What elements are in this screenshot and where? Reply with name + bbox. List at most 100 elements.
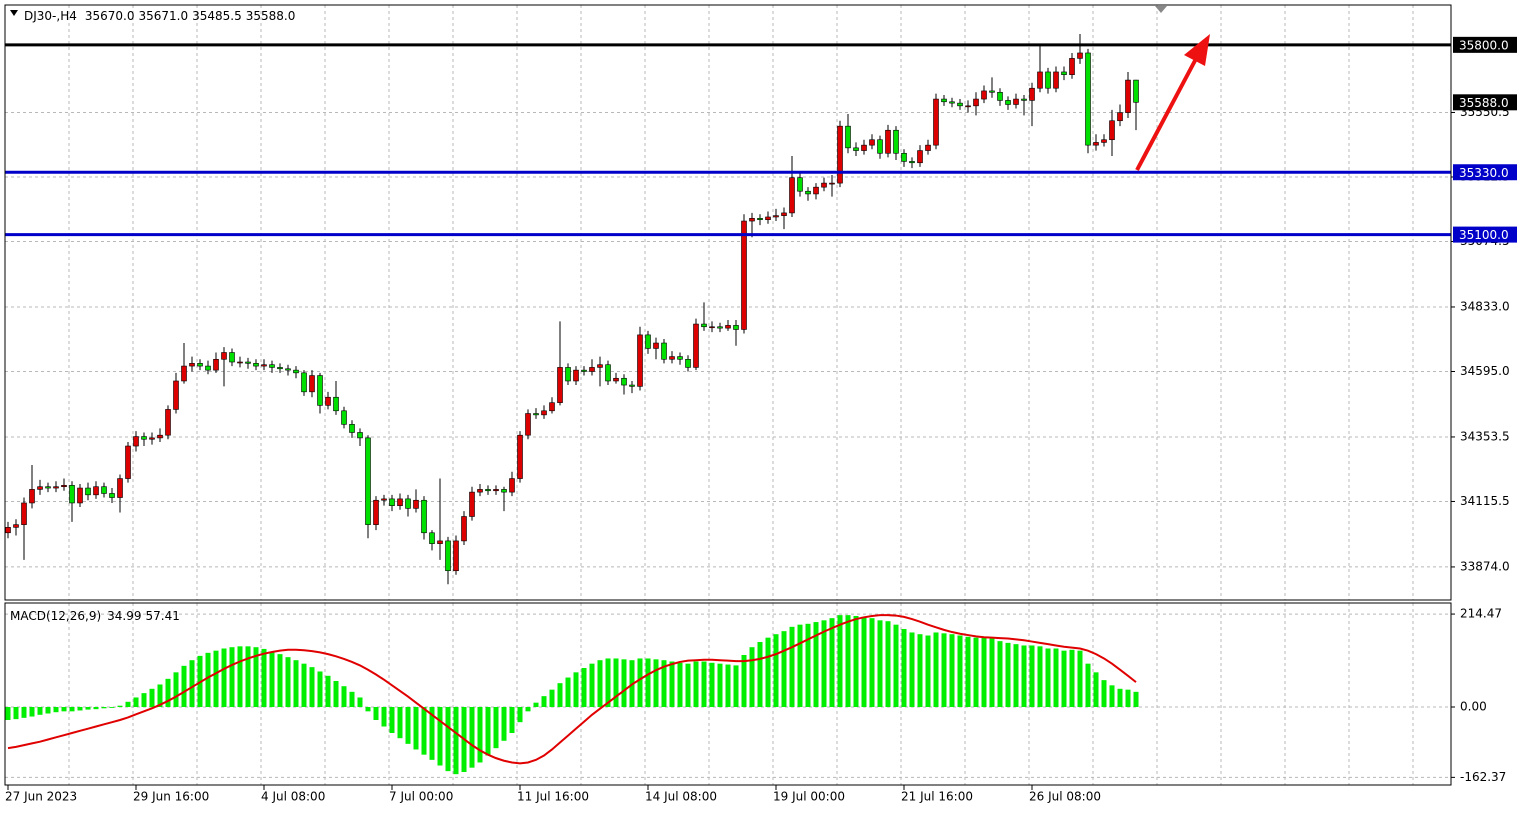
macd-bar (733, 665, 739, 707)
candle-body (429, 532, 435, 544)
macd-bar (781, 631, 787, 707)
candle-body (1021, 98, 1027, 101)
macd-bar (941, 633, 947, 707)
chart-header: DJ30-,H4 35670.0 35671.0 35485.5 35588.0 (24, 9, 295, 23)
macd-bar (565, 677, 571, 707)
high-readout: 35671.0 (138, 9, 188, 23)
macd-bar (157, 684, 163, 707)
candle-body (925, 144, 931, 151)
candle-body (277, 367, 283, 370)
candle-body (1037, 71, 1043, 89)
candle-body (933, 98, 939, 146)
candle-body (741, 220, 747, 330)
level-label: 35100.0 (1459, 228, 1509, 242)
macd-bar (693, 661, 699, 707)
macd-bar (165, 678, 171, 707)
macd-bar (829, 618, 835, 707)
candle-body (205, 365, 211, 371)
macd-bar (285, 657, 291, 707)
candle-body (189, 363, 195, 367)
candle-body (1085, 52, 1091, 146)
macd-bar (237, 646, 243, 707)
candle-body (1045, 71, 1051, 89)
candle-body (125, 445, 131, 479)
arrow-head (1184, 34, 1210, 66)
macd-bar (1093, 672, 1099, 707)
candle-body (565, 367, 571, 382)
macd-bar (301, 663, 307, 707)
macd-bar (205, 652, 211, 707)
macd-bar (509, 707, 515, 733)
macd-bar (253, 647, 259, 707)
macd-bar (845, 615, 851, 707)
macd-bar (813, 622, 819, 707)
candle-body (485, 489, 491, 492)
macd-bar (117, 705, 123, 707)
level-label-box (1453, 226, 1517, 243)
macd-bar (573, 672, 579, 707)
macd-bar (973, 637, 979, 707)
x-tick-label: 26 Jul 08:00 (1029, 790, 1101, 804)
signal-line (7, 614, 1137, 765)
macd-bar (261, 648, 267, 707)
candle-body (229, 352, 235, 363)
macd-bar (581, 668, 587, 707)
candle-body (117, 478, 123, 498)
candle-body (701, 323, 707, 328)
macd-bar (1037, 646, 1043, 707)
candle-body (949, 101, 955, 104)
candle-body (621, 377, 627, 386)
candle-body (261, 364, 267, 367)
macd-bar (549, 689, 555, 707)
macd-bar (821, 620, 827, 707)
candle-body (981, 90, 987, 100)
candle-body (869, 139, 875, 146)
macd-bar (437, 707, 443, 766)
macd-bar (1013, 644, 1019, 707)
candle-body (541, 410, 547, 416)
candle-body (733, 325, 739, 330)
candle-body (837, 125, 843, 184)
low-readout: 35485.5 (192, 9, 242, 23)
candle-body (325, 396, 331, 406)
y-tick-label: 34595.0 (1460, 364, 1510, 378)
candle-body (885, 129, 891, 154)
y-tick-label: 34353.5 (1460, 429, 1510, 443)
macd-bar (293, 660, 299, 707)
macd-bar (741, 655, 747, 707)
macd-bar (533, 702, 539, 707)
candle-body (917, 150, 923, 164)
x-tick-label: 4 Jul 08:00 (261, 790, 325, 804)
macd-bar (637, 658, 643, 707)
macd-bar (1117, 688, 1123, 707)
y-tick-label: 0.00 (1460, 700, 1487, 714)
candle-body (445, 540, 451, 572)
macd-bar (413, 707, 419, 750)
macd-bar (909, 632, 915, 707)
candle-body (69, 485, 75, 504)
arrow-annotation (1135, 34, 1210, 171)
candle-body (461, 516, 467, 542)
macd-bar (1029, 645, 1035, 707)
candle-body (661, 342, 667, 360)
macd-bar (453, 707, 459, 775)
candle-body (85, 487, 91, 496)
level-label: 35800.0 (1459, 38, 1509, 52)
macd-bar (445, 707, 451, 772)
last-price-label: 35588.0 (1459, 96, 1509, 110)
candle-body (725, 325, 731, 329)
mark-layer (5, 34, 1451, 775)
candle-body (989, 90, 995, 93)
macd-bar (373, 707, 379, 720)
macd-bar (645, 658, 651, 707)
macd-bar (141, 693, 147, 707)
macd-bar (1053, 648, 1059, 707)
macd-bar (1061, 650, 1067, 707)
candle-body (13, 524, 19, 528)
candle-body (357, 432, 363, 439)
candle-body (709, 326, 715, 329)
macd-bar (1077, 650, 1083, 707)
candle-body (757, 218, 763, 220)
candle-body (37, 486, 43, 490)
macd-bar (757, 642, 763, 707)
